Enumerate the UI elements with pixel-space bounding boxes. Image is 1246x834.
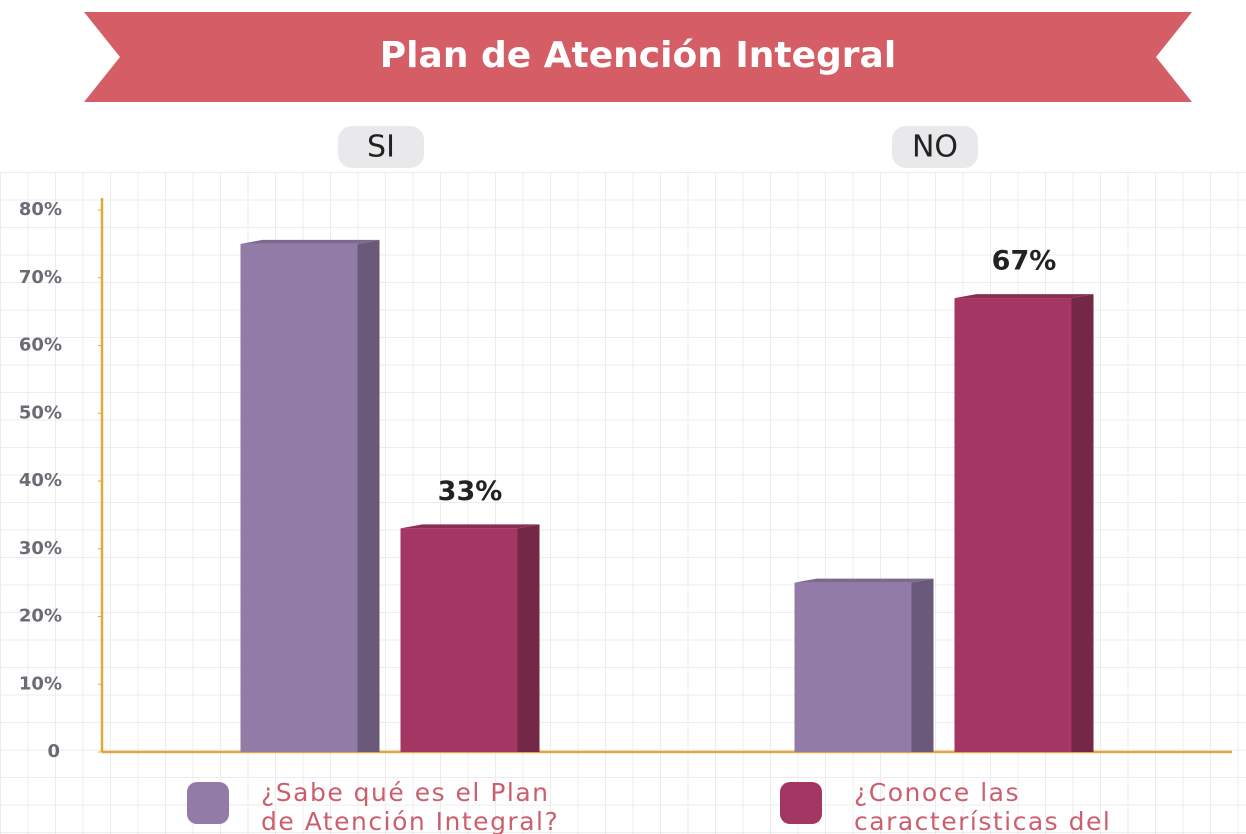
bar-front bbox=[240, 243, 358, 752]
bar-top bbox=[794, 578, 934, 583]
chart-title: Plan de Atención Integral bbox=[380, 35, 896, 76]
legend-label: ¿Conoce las características del plan? bbox=[854, 778, 1112, 834]
bar-top bbox=[400, 524, 540, 529]
category-label: NO bbox=[912, 130, 958, 165]
y-tick-label: 0 bbox=[47, 741, 60, 762]
y-tick-label: 50% bbox=[19, 402, 62, 423]
bar-front bbox=[794, 582, 912, 752]
bar-front bbox=[400, 528, 518, 752]
data-label: 33% bbox=[438, 476, 503, 507]
category-pill bbox=[338, 126, 424, 168]
bar bbox=[400, 524, 540, 752]
title-banner bbox=[84, 12, 1192, 102]
data-label: 67% bbox=[992, 246, 1057, 277]
bar-side bbox=[1071, 294, 1094, 752]
bar-top bbox=[954, 294, 1094, 299]
legend-label: ¿Sabe qué es el Plan de Atención Integra… bbox=[261, 778, 560, 834]
category-pill bbox=[892, 126, 978, 168]
legend-swatch bbox=[187, 782, 229, 824]
bar-front bbox=[954, 298, 1072, 752]
bar-top bbox=[240, 239, 380, 244]
header-bg bbox=[0, 110, 1246, 172]
y-tick-label: 40% bbox=[19, 470, 62, 491]
y-tick-label: 60% bbox=[19, 335, 62, 356]
category-label: SI bbox=[367, 130, 395, 165]
bar-side bbox=[911, 578, 934, 752]
legend-swatch bbox=[780, 782, 822, 824]
y-tick-label: 70% bbox=[19, 267, 62, 288]
y-tick-label: 30% bbox=[19, 538, 62, 559]
bar bbox=[794, 578, 934, 752]
legend-item: ¿Conoce las características del plan? bbox=[780, 778, 1184, 834]
bar-side bbox=[517, 524, 540, 752]
y-tick-label: 80% bbox=[19, 199, 62, 220]
y-tick-label: 20% bbox=[19, 606, 62, 627]
legend-item: ¿Sabe qué es el Plan de Atención Integra… bbox=[187, 778, 591, 834]
bar bbox=[240, 239, 380, 752]
bar bbox=[954, 294, 1094, 752]
bar-side bbox=[357, 239, 380, 752]
y-tick-label: 10% bbox=[19, 673, 62, 694]
